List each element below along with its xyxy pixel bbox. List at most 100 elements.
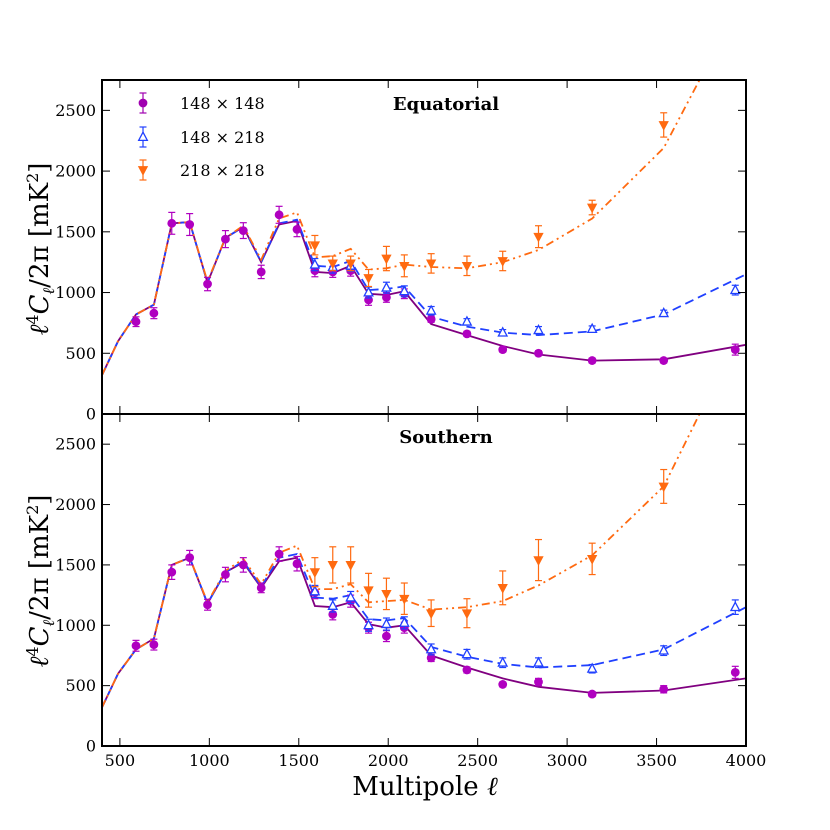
equatorial-point-218x218-3 xyxy=(363,268,374,288)
marker xyxy=(461,261,473,272)
equatorial-point-218x218-11 xyxy=(658,112,669,138)
legend: 148 × 148 148 × 218 218 × 218 xyxy=(137,92,265,181)
southern-ytick-label-2000: 2000 xyxy=(55,495,96,514)
marker xyxy=(221,570,230,579)
marker xyxy=(497,326,509,337)
southern-point-218x218-2 xyxy=(345,546,356,584)
equatorial-point-148x148-16 xyxy=(426,314,436,324)
marker xyxy=(292,559,302,569)
marker xyxy=(381,617,392,629)
marker xyxy=(498,345,508,355)
equatorial-point-148x218-8 xyxy=(497,326,509,337)
southern-point-148x148-8 xyxy=(274,546,284,562)
legend-item-218x218: 218 × 218 xyxy=(137,159,265,181)
equatorial-ytick-label-2500: 2500 xyxy=(55,101,96,120)
marker xyxy=(425,643,437,654)
southern-point-148x218-3 xyxy=(363,618,374,632)
equatorial-point-218x218-7 xyxy=(461,255,473,277)
marker xyxy=(425,304,437,315)
marker xyxy=(398,616,410,627)
equatorial-point-148x148-3 xyxy=(185,213,195,237)
marker xyxy=(587,689,597,699)
southern-point-148x148-18 xyxy=(498,680,508,689)
southern-point-148x218-1 xyxy=(327,599,339,613)
y-axis-title-bottom: ℓ4Cℓ/2π [mK2] xyxy=(23,495,58,668)
marker xyxy=(327,561,338,571)
marker xyxy=(185,553,195,563)
marker xyxy=(730,667,740,677)
southern-point-218x218-7 xyxy=(461,598,473,629)
equatorial-point-218x218-10 xyxy=(587,199,598,216)
marker xyxy=(534,348,543,358)
marker xyxy=(381,254,392,265)
equatorial-point-148x148-4 xyxy=(203,276,212,292)
equatorial-point-148x148-22 xyxy=(730,343,740,356)
equatorial-plot-clipped xyxy=(102,80,746,376)
marker xyxy=(730,345,740,355)
legend-marker xyxy=(137,130,149,142)
equatorial-point-148x148-6 xyxy=(238,222,248,240)
southern-point-148x218-4 xyxy=(381,617,392,631)
marker xyxy=(533,324,544,335)
xtick-label-3500: 3500 xyxy=(636,751,677,770)
southern-point-148x148-1 xyxy=(149,638,159,651)
marker xyxy=(533,232,544,243)
equatorial-panel: 0 500 1000 1500 2000 2500 Equatorial 148 × 14… xyxy=(55,79,747,424)
equatorial-point-218x218-2 xyxy=(345,255,356,272)
legend-label-148x148: 148 × 148 xyxy=(180,94,265,113)
marker xyxy=(399,261,410,272)
equatorial-point-148x218-11 xyxy=(658,307,670,318)
southern-plot-area xyxy=(102,414,746,708)
marker xyxy=(658,644,670,655)
equatorial-ytick-label-1000: 1000 xyxy=(55,283,96,302)
southern-point-148x148-7 xyxy=(256,582,266,594)
marker xyxy=(729,283,741,295)
southern-point-148x148-0 xyxy=(131,639,141,652)
southern-point-218x218-5 xyxy=(399,582,410,616)
marker xyxy=(309,585,321,596)
marker xyxy=(327,259,338,270)
marker xyxy=(345,561,356,571)
equatorial-point-218x218-8 xyxy=(497,250,508,272)
marker xyxy=(586,662,598,673)
southern-point-148x148-22 xyxy=(730,665,740,679)
equatorial-point-148x148-20 xyxy=(587,356,597,365)
equatorial-ytick-label-500: 500 xyxy=(65,344,96,363)
xtick-label-3000: 3000 xyxy=(547,751,588,770)
equatorial-ytick-label-1500: 1500 xyxy=(55,222,96,241)
marker xyxy=(658,482,669,493)
equatorial-point-148x148-17 xyxy=(462,329,472,339)
marker xyxy=(462,329,472,339)
marker xyxy=(426,314,436,324)
equatorial-point-148x148-1 xyxy=(149,307,159,320)
southern-frame xyxy=(101,413,747,747)
southern-point-148x148-19 xyxy=(534,677,543,687)
marker xyxy=(659,684,669,694)
marker xyxy=(497,257,508,267)
southern-panel-title: Southern xyxy=(399,427,493,448)
southern-point-148x218-6 xyxy=(425,643,437,656)
equatorial-point-148x218-3 xyxy=(363,286,374,299)
equatorial-point-148x218-4 xyxy=(381,281,392,294)
marker xyxy=(461,315,473,326)
equatorial-point-218x218-4 xyxy=(381,245,392,272)
marker xyxy=(292,224,302,234)
equatorial-point-218x218-5 xyxy=(399,254,410,278)
equatorial-ytick-label-0: 0 xyxy=(86,405,96,424)
marker xyxy=(381,590,392,600)
southern-point-148x148-9 xyxy=(292,555,302,572)
marker xyxy=(658,307,670,318)
marker xyxy=(586,322,598,333)
marker xyxy=(274,549,284,559)
marker xyxy=(238,560,248,570)
southern-point-148x218-9 xyxy=(533,656,544,669)
marker xyxy=(167,567,177,577)
legend-marker xyxy=(137,166,149,176)
marker xyxy=(238,226,248,236)
marker xyxy=(534,677,543,687)
marker xyxy=(167,218,177,228)
xtick-label-500: 500 xyxy=(105,751,136,770)
marker xyxy=(221,234,230,244)
marker xyxy=(462,665,472,675)
